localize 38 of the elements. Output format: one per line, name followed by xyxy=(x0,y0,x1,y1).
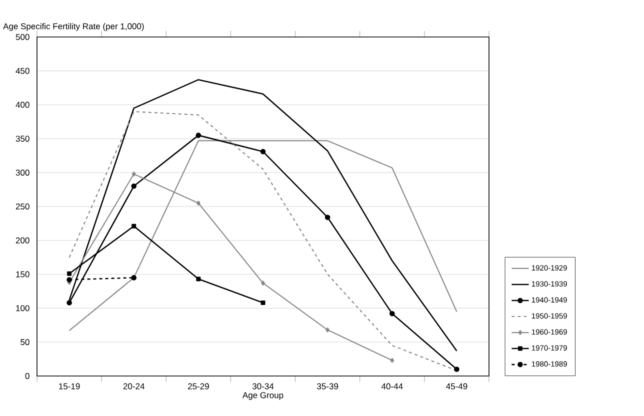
y-tick-label: 100 xyxy=(16,305,30,312)
y-tick-label: 300 xyxy=(16,170,30,176)
point xyxy=(131,184,137,189)
x-tick-label: 15-19 xyxy=(59,383,80,390)
point xyxy=(454,366,460,372)
point xyxy=(196,276,201,282)
point xyxy=(196,132,202,138)
x-tick-label: 40-44 xyxy=(381,383,403,390)
y-tick-label: 50 xyxy=(20,339,30,346)
point xyxy=(260,148,266,154)
point xyxy=(260,300,266,306)
y-tick-label: 450 xyxy=(16,68,30,74)
point xyxy=(66,277,72,282)
point xyxy=(132,172,136,176)
x-axis-title: Age Group xyxy=(242,392,284,400)
point xyxy=(261,280,265,286)
y-tick-label: 0 xyxy=(25,373,30,380)
y-tick-label: 500 xyxy=(16,34,30,40)
y-tick-label: 350 xyxy=(16,136,30,142)
point xyxy=(131,275,137,280)
y-tick-label: 250 xyxy=(16,204,30,210)
y-tick-label: 400 xyxy=(16,102,30,108)
point xyxy=(66,300,72,306)
y-tick-label: 150 xyxy=(16,271,30,278)
x-tick-label: 30-34 xyxy=(252,383,274,390)
point xyxy=(196,200,200,206)
point xyxy=(326,327,330,332)
point xyxy=(67,271,72,276)
y-axis-title: Age Specific Fertility Rate (per 1,000) xyxy=(3,23,144,31)
y-tick-label: 200 xyxy=(16,237,30,244)
x-tick-label: 35-39 xyxy=(317,383,338,390)
point xyxy=(132,224,136,228)
x-tick-label: 45-49 xyxy=(446,383,468,390)
x-tick-label: 25-29 xyxy=(188,383,209,390)
point xyxy=(389,310,395,316)
x-tick-label: 20-24 xyxy=(123,383,144,390)
point xyxy=(390,358,394,363)
point xyxy=(324,214,330,220)
